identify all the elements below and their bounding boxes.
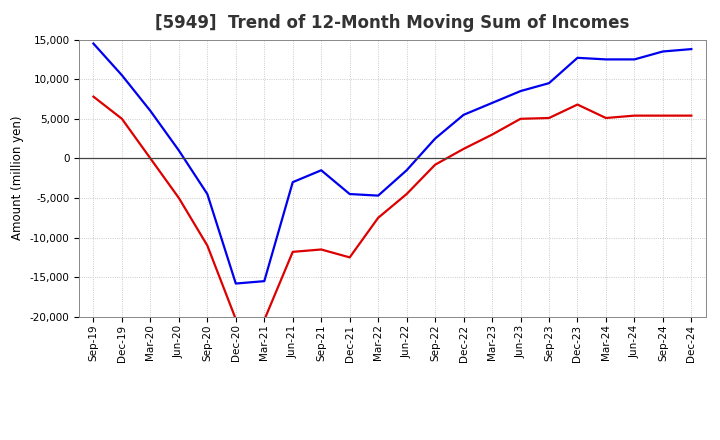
Net Income: [89, 94, 98, 99]
Net Income: [659, 113, 667, 118]
Line: Net Income: Net Income: [94, 97, 691, 320]
Ordinary Income: [289, 180, 297, 185]
Ordinary Income: [487, 100, 496, 106]
Net Income: [346, 255, 354, 260]
Net Income: [146, 156, 155, 161]
Ordinary Income: [174, 148, 183, 153]
Ordinary Income: [89, 41, 98, 46]
Ordinary Income: [630, 57, 639, 62]
Ordinary Income: [431, 136, 439, 141]
Net Income: [289, 249, 297, 254]
Net Income: [573, 102, 582, 107]
Ordinary Income: [146, 108, 155, 114]
Ordinary Income: [516, 88, 525, 94]
Ordinary Income: [545, 81, 554, 86]
Net Income: [431, 162, 439, 167]
Net Income: [402, 191, 411, 197]
Net Income: [232, 316, 240, 322]
Net Income: [117, 116, 126, 121]
Ordinary Income: [260, 279, 269, 284]
Ordinary Income: [374, 193, 382, 198]
Ordinary Income: [203, 191, 212, 197]
Title: [5949]  Trend of 12-Month Moving Sum of Incomes: [5949] Trend of 12-Month Moving Sum of I…: [156, 15, 629, 33]
Net Income: [203, 243, 212, 248]
Ordinary Income: [232, 281, 240, 286]
Ordinary Income: [317, 168, 325, 173]
Net Income: [374, 215, 382, 220]
Ordinary Income: [459, 112, 468, 117]
Net Income: [545, 115, 554, 121]
Net Income: [516, 116, 525, 121]
Net Income: [260, 317, 269, 323]
Net Income: [317, 247, 325, 252]
Net Income: [487, 132, 496, 137]
Y-axis label: Amount (million yen): Amount (million yen): [11, 116, 24, 240]
Ordinary Income: [687, 47, 696, 52]
Net Income: [459, 146, 468, 151]
Line: Ordinary Income: Ordinary Income: [94, 44, 691, 283]
Ordinary Income: [117, 73, 126, 78]
Ordinary Income: [402, 168, 411, 173]
Ordinary Income: [346, 191, 354, 197]
Ordinary Income: [602, 57, 611, 62]
Ordinary Income: [573, 55, 582, 60]
Net Income: [687, 113, 696, 118]
Net Income: [602, 115, 611, 121]
Ordinary Income: [659, 49, 667, 54]
Net Income: [174, 195, 183, 201]
Net Income: [630, 113, 639, 118]
